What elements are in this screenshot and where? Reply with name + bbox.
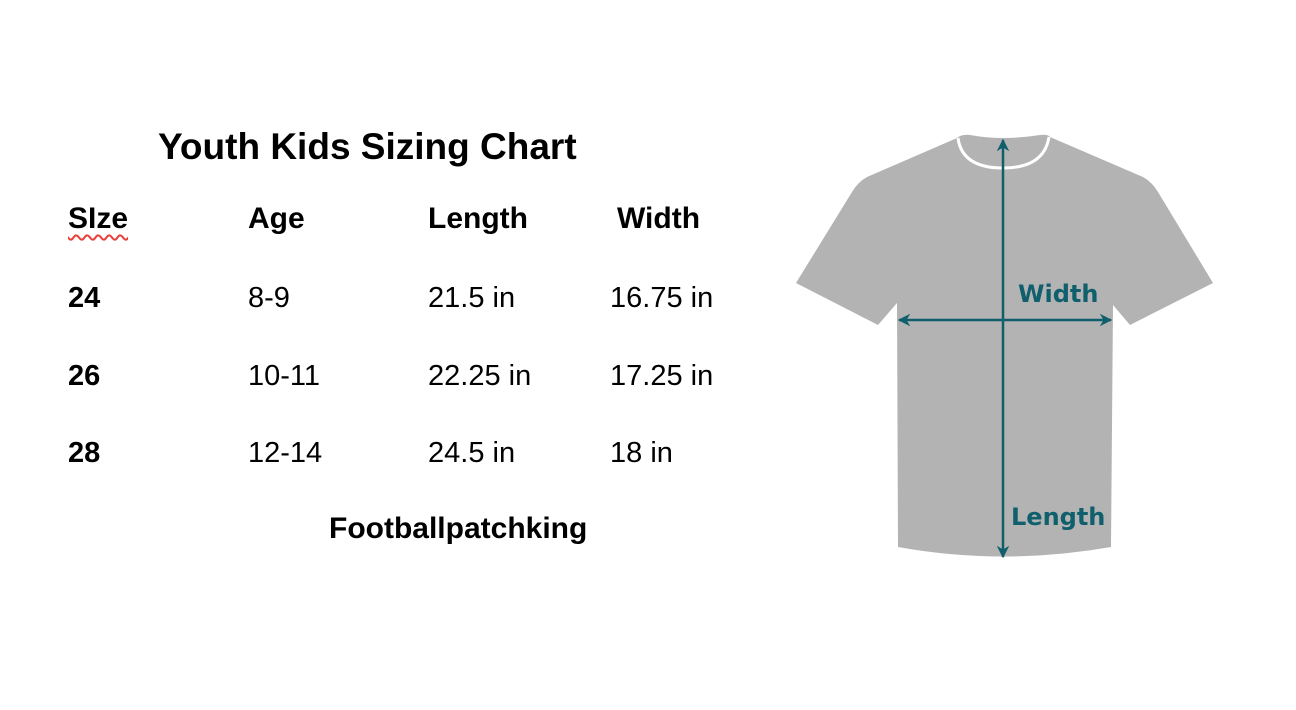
width-cell: 18 in bbox=[610, 437, 673, 469]
width-cell: 17.25 in bbox=[610, 360, 714, 392]
length-cell: 22.25 in bbox=[428, 360, 532, 392]
age-cell: 12-14 bbox=[248, 437, 323, 469]
brand-name: Footballpatchking bbox=[329, 512, 588, 545]
age-cell: 10-11 bbox=[248, 360, 321, 392]
age-cell: 8-9 bbox=[248, 282, 290, 314]
length-cell: 21.5 in bbox=[428, 282, 516, 314]
size-cell: 28 bbox=[68, 437, 101, 469]
size-cell: 26 bbox=[68, 360, 101, 392]
tshirt-shape bbox=[796, 134, 1213, 557]
header-width: Width bbox=[617, 202, 701, 235]
header-size: SIze bbox=[68, 202, 129, 235]
header-length: Length bbox=[428, 202, 528, 235]
length-label: Length bbox=[1011, 503, 1105, 531]
length-cell: 24.5 in bbox=[428, 437, 516, 469]
width-cell: 16.75 in bbox=[610, 282, 714, 314]
header-age: Age bbox=[248, 202, 305, 235]
width-label: Width bbox=[1018, 280, 1098, 308]
size-cell: 24 bbox=[68, 282, 101, 314]
chart-title: Youth Kids Sizing Chart bbox=[158, 126, 577, 167]
